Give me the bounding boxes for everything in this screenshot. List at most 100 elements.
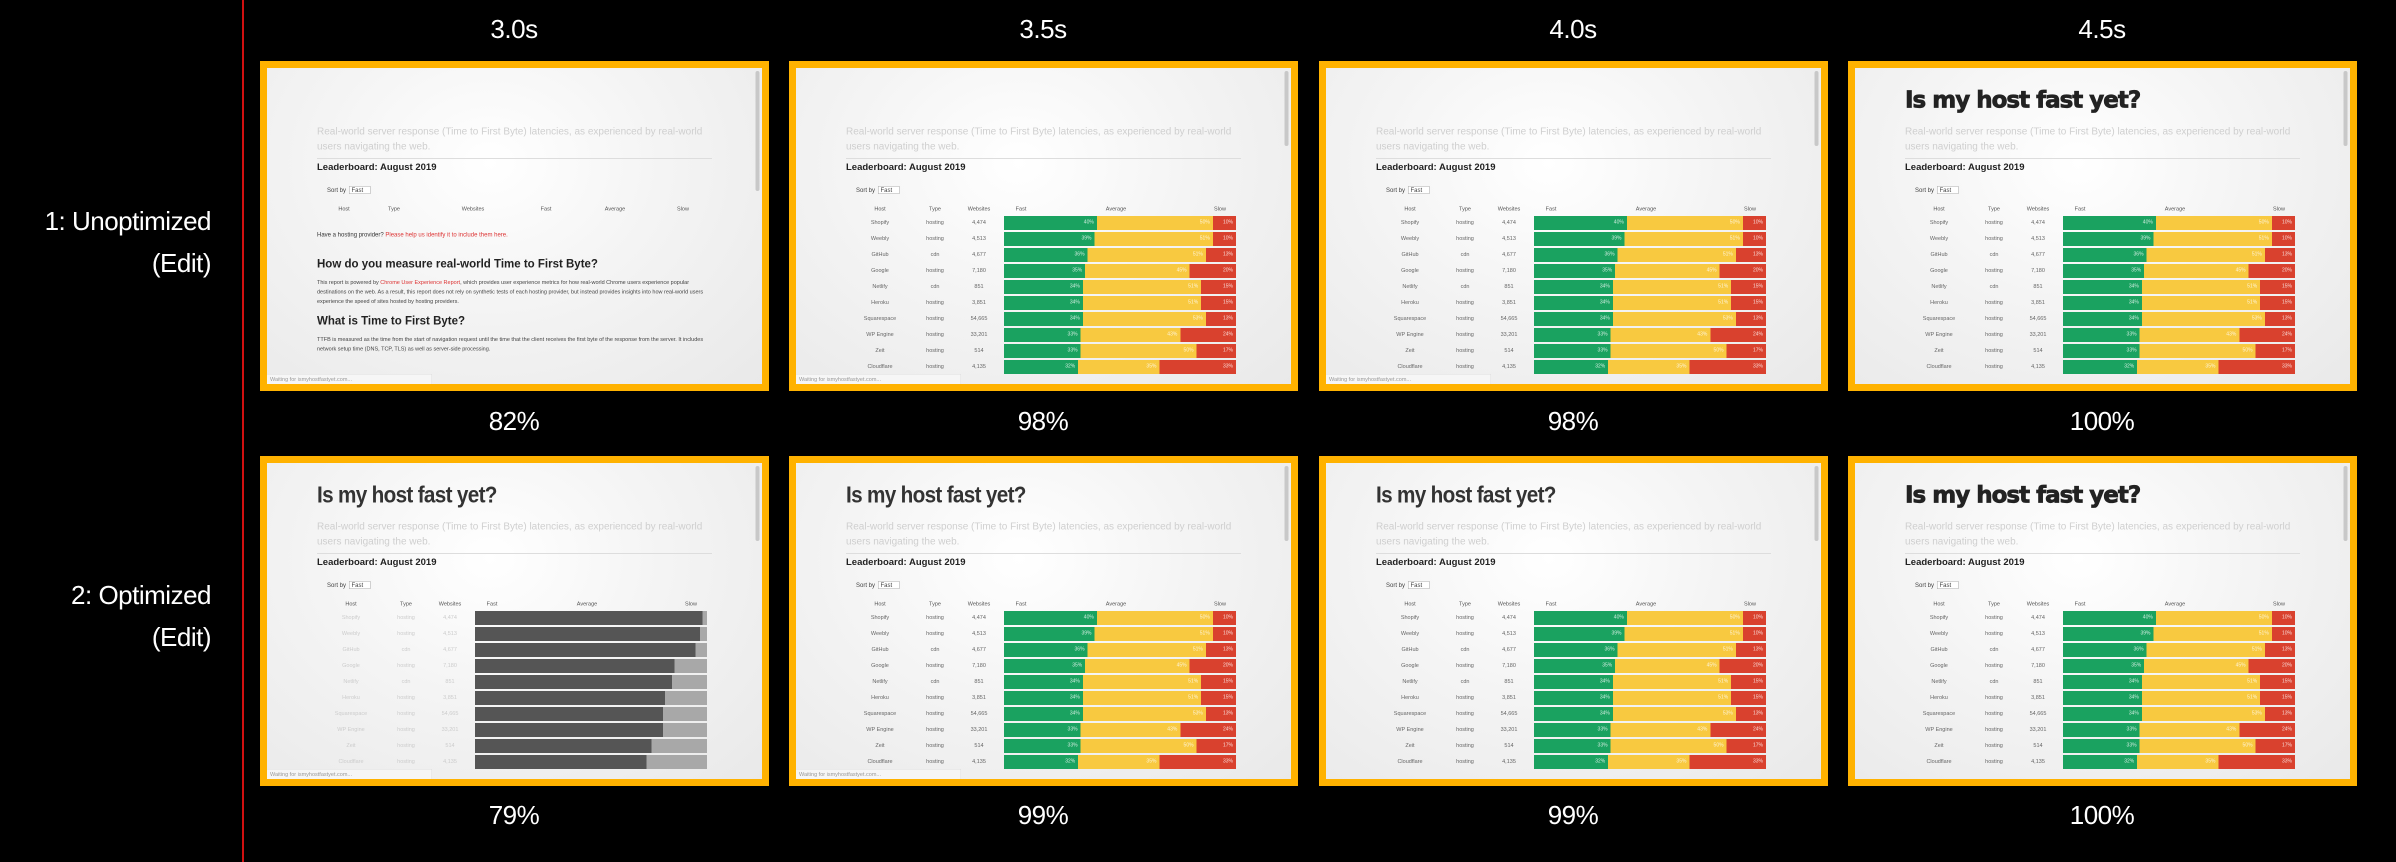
filmstrip-frame[interactable]: Is my host fast yet? Real-world server re… [260, 456, 769, 786]
scrollbar-thumb[interactable] [755, 466, 760, 541]
bar-segment-label: 51% [1729, 235, 1740, 242]
scrollbar-thumb[interactable] [1814, 71, 1819, 146]
bar-segment-average: 35% [1608, 360, 1690, 374]
page-screenshot: Is my host fast yet? Real-world server re… [1855, 68, 2350, 384]
stacked-bar: 40% 50% 10% [1534, 611, 1766, 625]
scrollbar-thumb[interactable] [2343, 71, 2348, 146]
bar-segment-label: 51% [1188, 299, 1199, 306]
stacked-bar: 39% 51% 10% [1004, 627, 1236, 641]
bar-segment-label: 36% [1074, 251, 1085, 258]
scrollbar[interactable] [2343, 465, 2348, 775]
bar-segment-label: 13% [2281, 710, 2292, 717]
stacked-bar [475, 611, 707, 625]
table-cell-websites: 4,677 [1502, 251, 1516, 258]
bar-segment-label: 35% [2205, 363, 2216, 370]
table-cell-host: WP Engine [1925, 726, 1953, 733]
table-cell-websites: 4,135 [1502, 758, 1516, 765]
scrollbar-thumb[interactable] [2343, 466, 2348, 541]
table-header: Average [1635, 206, 1657, 212]
table-cell-websites: 7,180 [2031, 662, 2045, 669]
stacked-bar: 34% 53% 13% [1534, 312, 1766, 326]
sort-control: Sort by Fast [327, 186, 371, 194]
filmstrip-frame[interactable]: Real-world server response (Time to Firs… [789, 61, 1298, 391]
scrollbar[interactable] [755, 70, 760, 380]
bar-segment-slow: 10% [1742, 216, 1766, 230]
table-cell-host: Shopify [1929, 219, 1949, 226]
bar-segment-label: 33% [1067, 331, 1078, 338]
scrollbar[interactable] [1284, 70, 1289, 380]
table-cell-type: hosting [1985, 219, 2003, 226]
table-cell-type: hosting [926, 630, 944, 637]
bar-segment-label: 13% [1752, 646, 1763, 653]
filmstrip-frame[interactable]: Is my host fast yet? Real-world server re… [1848, 456, 2357, 786]
scrollbar-thumb[interactable] [1284, 71, 1289, 146]
table-cell-websites: 851 [445, 678, 455, 685]
filmstrip-frame[interactable]: Is my host fast yet? Real-world server re… [1319, 456, 1828, 786]
sort-select[interactable]: Fast [1937, 186, 1959, 194]
bar-segment-fast: 34% [1004, 296, 1083, 310]
bar-segment-loading [662, 723, 707, 737]
filmstrip-frame[interactable]: Real-world server response (Time to Firs… [1319, 61, 1828, 391]
bar-segment-average: 51% [1094, 627, 1213, 641]
scrollbar-thumb[interactable] [1284, 466, 1289, 541]
bar-segment-slow: 10% [2271, 232, 2295, 246]
bar-segment-label: 33% [2126, 742, 2137, 749]
filmstrip-frame[interactable]: Is my host fast yet? Real-world server re… [789, 456, 1298, 786]
bar-segment-slow: 15% [1731, 691, 1766, 705]
bar-segment-label: 15% [2281, 283, 2292, 290]
table-cell-websites: 3,851 [2031, 299, 2045, 306]
bar-segment-average: 50% [1626, 216, 1743, 230]
sort-select[interactable]: Fast [349, 581, 371, 589]
table-cell-type: hosting [397, 758, 415, 765]
scrollbar-thumb[interactable] [755, 71, 760, 191]
table-cell-websites: 33,201 [970, 726, 988, 733]
filmstrip-frame[interactable]: Is my host fast yet? Real-world server re… [1848, 61, 2357, 391]
table-cell-host: Squarespace [1922, 710, 1956, 717]
sort-select[interactable]: Fast [878, 581, 900, 589]
table-cell-type: hosting [397, 694, 415, 701]
edit-link[interactable]: (Edit) [151, 622, 212, 652]
bar-segment-label: 51% [1192, 646, 1203, 653]
scrollbar[interactable] [2343, 70, 2348, 380]
table-cell-host: WP Engine [337, 726, 365, 733]
table-cell-type: hosting [1456, 331, 1474, 338]
bar-segment-label: 33% [2281, 363, 2292, 370]
crux-link[interactable]: Chrome User Experience Report [380, 279, 461, 286]
stacked-bar [475, 643, 707, 657]
visual-progress: 98% [1547, 406, 1599, 436]
scrollbar[interactable] [755, 465, 760, 775]
scrollbar-thumb[interactable] [1814, 466, 1819, 541]
edit-link[interactable]: (Edit) [151, 248, 212, 278]
table-header: Websites [1497, 601, 1521, 607]
bar-segment-slow: 10% [1212, 611, 1236, 625]
scrollbar[interactable] [1814, 70, 1819, 380]
sort-select[interactable]: Fast [1408, 186, 1430, 194]
table-cell-type: hosting [926, 235, 944, 242]
help-link[interactable]: Please help us identify it to include th… [385, 231, 508, 238]
table-cell-type: hosting [1456, 267, 1474, 274]
table-cell-host: Zeit [1405, 742, 1415, 749]
bar-segment-average: 51% [1087, 643, 1206, 657]
sort-select[interactable]: Fast [349, 186, 371, 194]
bar-segment-label: 32% [2124, 363, 2135, 370]
sort-select[interactable]: Fast [878, 186, 900, 194]
bar-segment-average: 50% [1096, 611, 1213, 625]
scrollbar[interactable] [1284, 465, 1289, 775]
scrollbar[interactable] [1814, 465, 1819, 775]
status-bar: Waiting for ismyhostfastyet.com... [267, 374, 432, 384]
table-header: Fast [1015, 206, 1027, 212]
sort-select[interactable]: Fast [1937, 581, 1959, 589]
sort-select[interactable]: Fast [1408, 581, 1430, 589]
page-subtitle: Real-world server response (Time to Firs… [1905, 126, 2291, 152]
stacked-bar: 34% 51% 15% [2063, 691, 2295, 705]
table-cell-websites: 4,677 [972, 646, 986, 653]
bar-segment-label: 32% [1065, 758, 1076, 765]
stacked-bar: 36% 51% 13% [1534, 248, 1766, 262]
filmstrip-frame[interactable]: Real-world server response (Time to Firs… [260, 61, 769, 391]
table-cell-host: GitHub [1401, 646, 1419, 653]
page-title: Is my host fast yet? [1905, 481, 2142, 509]
bar-segment-label: 43% [2226, 331, 2237, 338]
bar-segment-fast: 32% [1004, 755, 1079, 769]
timestamp-label: 4.5s [2078, 14, 2126, 44]
stacked-bar: 40% 50% 10% [1004, 611, 1236, 625]
